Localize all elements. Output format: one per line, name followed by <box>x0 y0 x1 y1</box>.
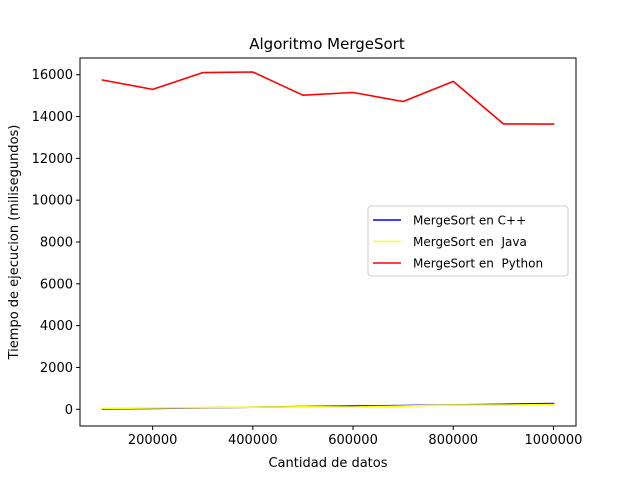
y-axis: 0 2000 4000 6000 8000 10000 12000 14000 16000 <box>32 68 80 418</box>
y-tick-label: 10000 <box>32 194 73 209</box>
series-line-2 <box>101 71 555 125</box>
x-tick-label: 1000000 <box>525 433 583 448</box>
x-tick-label: 800000 <box>428 433 478 448</box>
legend: MergeSort en C++ MergeSort en Java MergeSo… <box>367 205 569 277</box>
y-tick-label: 14000 <box>32 110 73 125</box>
legend-box <box>367 205 569 277</box>
y-tick-label: 6000 <box>40 277 73 292</box>
chart-title: Algoritmo MergeSort <box>249 35 405 53</box>
y-tick-label: 8000 <box>40 236 73 251</box>
legend-label: MergeSort en C++ <box>413 214 526 228</box>
x-tick-label: 200000 <box>128 433 178 448</box>
legend-label: MergeSort en Python <box>413 257 543 271</box>
x-tick-label: 600000 <box>328 433 378 448</box>
series-line-1 <box>101 403 555 410</box>
plot-area <box>101 71 555 410</box>
x-axis: 200000 400000 600000 800000 1000000 <box>128 426 583 448</box>
y-tick-label: 2000 <box>40 361 73 376</box>
legend-label: MergeSort en Java <box>413 235 527 249</box>
y-tick-label: 0 <box>65 403 73 418</box>
y-axis-title: Tiempo de ejecucion (milisegundos) <box>7 125 22 361</box>
y-tick-label: 12000 <box>32 152 73 167</box>
x-axis-title: Cantidad de datos <box>268 456 387 471</box>
y-tick-label: 16000 <box>32 68 73 83</box>
x-tick-label: 400000 <box>228 433 278 448</box>
y-tick-label: 4000 <box>40 319 73 334</box>
